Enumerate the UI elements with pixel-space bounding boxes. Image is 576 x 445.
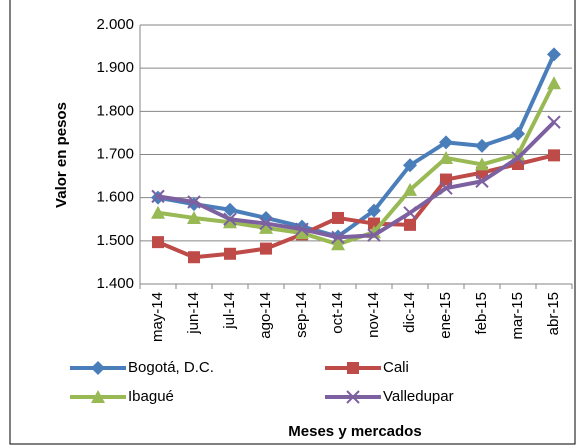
y-tick-label: 1.600	[96, 189, 134, 206]
x-tick-label: feb-15	[473, 292, 490, 335]
data-point	[475, 174, 489, 188]
x-tick-label: ago-14	[257, 292, 274, 339]
y-tick-label: 1.800	[96, 102, 134, 119]
x-tick-label: nov-14	[365, 292, 382, 338]
data-point	[151, 205, 165, 219]
x-tick-label: mar-15	[509, 292, 526, 340]
data-point	[403, 206, 417, 220]
data-point	[404, 218, 416, 231]
data-point	[511, 151, 525, 165]
data-point	[547, 115, 561, 129]
data-point	[547, 76, 561, 90]
x-axis-title: Meses y mercados	[288, 423, 421, 440]
y-tick-label: 1.900	[96, 59, 134, 76]
legend-marker	[346, 390, 360, 404]
series-line	[157, 53, 556, 239]
data-point	[331, 230, 345, 245]
data-point	[332, 211, 344, 224]
data-point	[367, 203, 381, 218]
legend-label: Ibagué	[128, 388, 174, 405]
data-point	[547, 47, 561, 62]
x-tick-label: ene-15	[437, 292, 454, 339]
data-point	[151, 189, 165, 204]
x-tick-label: jul-14	[221, 292, 238, 330]
data-point	[259, 216, 273, 231]
data-point	[548, 149, 560, 162]
data-point	[223, 215, 237, 229]
x-tick-label: jun-14	[185, 292, 202, 335]
data-point	[224, 247, 236, 260]
data-point	[259, 220, 273, 234]
x-tick-label: abr-15	[545, 292, 562, 335]
x-tick-label: dic-14	[401, 292, 418, 333]
legend-label: Valledupar	[383, 388, 454, 405]
y-tick-label: 1.700	[96, 145, 134, 162]
data-point	[152, 236, 164, 249]
data-point	[403, 158, 417, 173]
data-point	[188, 251, 200, 264]
data-point	[511, 126, 525, 141]
data-point	[223, 202, 237, 217]
chart-frame	[9, 0, 576, 445]
legend-marker	[91, 390, 105, 403]
data-point	[403, 182, 417, 196]
data-point	[439, 150, 453, 164]
y-tick-label: 2.000	[96, 16, 134, 33]
data-point	[439, 181, 453, 195]
data-point	[367, 228, 381, 242]
legend-marker	[347, 362, 359, 374]
data-point	[440, 173, 452, 186]
data-point	[295, 226, 309, 240]
data-point	[295, 222, 309, 236]
data-point	[475, 138, 489, 153]
legend-label: Bogotá, D.C.	[128, 359, 214, 376]
data-point	[187, 195, 201, 209]
data-point	[187, 210, 201, 224]
x-tick-label: oct-14	[329, 292, 346, 334]
y-tick-label: 1.500	[96, 232, 134, 249]
series-line	[157, 120, 556, 240]
x-tick-label: may-14	[149, 292, 166, 342]
data-point	[223, 212, 237, 226]
legend-label: Cali	[383, 359, 409, 376]
x-tick-label: sep-14	[293, 292, 310, 338]
data-point	[260, 242, 272, 255]
data-point	[475, 157, 489, 171]
data-point	[331, 237, 345, 251]
data-point	[439, 135, 453, 150]
legend-marker	[91, 361, 105, 375]
y-axis-title: Valor en pesos	[53, 102, 70, 208]
y-tick-label: 1.400	[96, 275, 134, 292]
